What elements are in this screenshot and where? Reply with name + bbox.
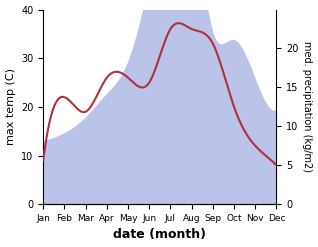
X-axis label: date (month): date (month)	[113, 228, 206, 242]
Y-axis label: max temp (C): max temp (C)	[5, 68, 16, 145]
Y-axis label: med. precipitation (kg/m2): med. precipitation (kg/m2)	[302, 41, 313, 172]
